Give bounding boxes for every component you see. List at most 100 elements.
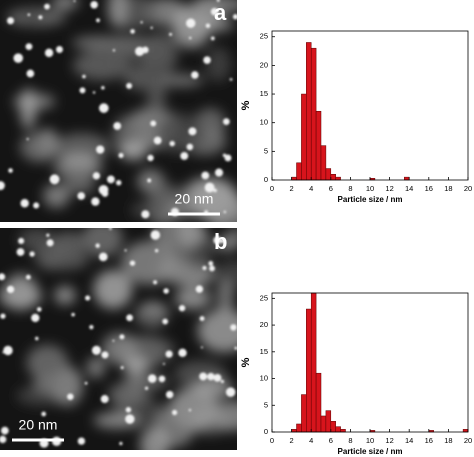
image-particle	[222, 118, 230, 125]
image-particle	[201, 171, 210, 180]
image-particles	[0, 228, 237, 448]
image-particle	[153, 280, 158, 285]
image-particle	[101, 190, 109, 197]
image-particle	[130, 29, 135, 34]
image-particle	[106, 175, 115, 184]
image-particle	[119, 441, 123, 446]
image-particle	[225, 387, 236, 397]
image-particle	[154, 248, 159, 253]
image-particle	[46, 233, 50, 237]
image-particle	[208, 261, 214, 266]
image-particle	[20, 199, 29, 208]
bar	[320, 145, 327, 181]
image-cloud	[176, 228, 198, 247]
x-tick-label: 14	[405, 184, 413, 193]
image-particle	[163, 288, 169, 294]
image-cloud	[155, 186, 190, 206]
bar	[291, 429, 297, 433]
bar	[310, 47, 317, 181]
image-particles	[0, 0, 237, 219]
image-particle	[92, 91, 96, 94]
x-tick-label: 4	[309, 436, 313, 445]
image-particle	[118, 152, 124, 159]
y-tick-label: 15	[260, 89, 268, 98]
image-cloud	[93, 270, 133, 309]
image-cloud	[123, 65, 155, 91]
x-tick-label: 12	[385, 184, 393, 193]
image-particle	[216, 0, 220, 2]
y-axis-label: %	[240, 100, 252, 110]
image-particle	[77, 437, 86, 445]
image-cloud	[174, 287, 211, 310]
y-tick-label: 10	[260, 118, 268, 127]
image-cloud	[213, 260, 237, 287]
image-particle	[234, 346, 237, 350]
x-tick-label: 10	[366, 436, 374, 445]
image-particle	[38, 15, 43, 20]
scale-bar-label: 20 nm	[19, 417, 58, 433]
image-particle	[0, 181, 5, 191]
bar	[301, 394, 307, 433]
image-particle	[0, 313, 6, 319]
x-tick-label: 18	[444, 184, 452, 193]
image-particle	[135, 46, 145, 56]
image-particle	[26, 138, 29, 141]
image-cloud	[139, 426, 170, 450]
image-label: a	[214, 0, 227, 25]
image-cloud	[121, 240, 179, 285]
image-particle	[13, 53, 23, 63]
image-particle	[178, 304, 186, 312]
image-particle	[220, 239, 225, 244]
image-particle	[3, 345, 13, 356]
bar	[306, 42, 312, 181]
image-cloud	[122, 374, 169, 389]
bar	[340, 429, 346, 433]
image-particle	[82, 74, 86, 79]
image-particle	[191, 71, 199, 79]
image-texture	[6, 0, 237, 222]
y-tick-label: 0	[264, 175, 268, 184]
scale-bar-label: 20 nm	[175, 191, 214, 207]
image-particle	[141, 210, 150, 219]
image-particle	[33, 202, 40, 209]
image-particle	[224, 154, 232, 162]
image-particle	[126, 82, 133, 89]
image-particle	[172, 409, 178, 416]
image-particle	[73, 0, 76, 2]
image-particle	[46, 239, 54, 247]
image-particle	[25, 274, 31, 280]
image-particle	[186, 143, 194, 151]
x-tick-label: 10	[366, 184, 374, 193]
x-tick-label: 20	[464, 184, 472, 193]
image-particle	[188, 36, 192, 40]
image-particle	[100, 395, 109, 404]
y-tick-label: 5	[264, 146, 268, 155]
image-cloud	[43, 183, 70, 208]
x-tick-label: 20	[464, 436, 472, 445]
image-particle	[200, 346, 203, 349]
image-particle	[153, 136, 162, 145]
image-particle	[41, 411, 47, 417]
x-tick-label: 16	[425, 436, 433, 445]
image-particle	[55, 46, 63, 53]
image-particle	[7, 17, 15, 25]
image-cloud	[3, 273, 38, 311]
image-particle	[108, 228, 112, 230]
image-cloud	[19, 132, 59, 163]
image-particle	[158, 375, 166, 383]
image-particle	[77, 192, 86, 200]
image-particle	[129, 260, 136, 266]
image-cloud	[156, 113, 205, 154]
bar	[320, 415, 327, 433]
image-particle	[2, 351, 5, 354]
y-axis-label: %	[240, 357, 252, 367]
image-particle	[169, 140, 175, 147]
bar	[335, 426, 341, 433]
image-particle	[204, 182, 215, 193]
image-cloud	[51, 0, 79, 10]
image-particle	[96, 145, 105, 154]
image-particle	[213, 373, 222, 382]
bar	[296, 423, 302, 433]
x-tick-label: 16	[425, 184, 433, 193]
image-cloud	[54, 286, 76, 305]
